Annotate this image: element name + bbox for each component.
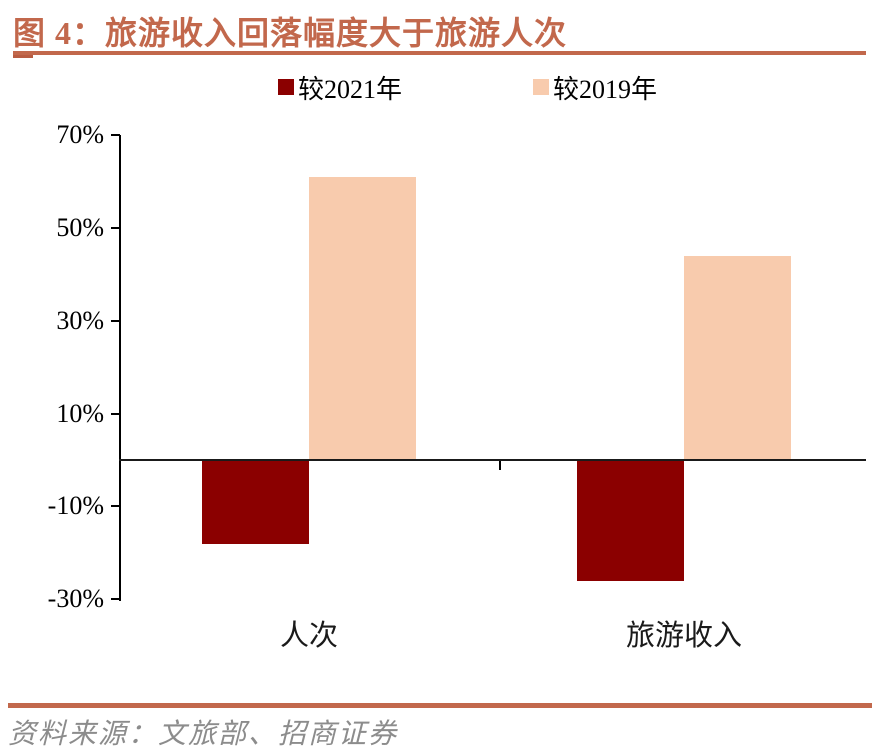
legend-item-vs2021: 较2021年	[278, 72, 402, 104]
legend-swatch-vs2021	[278, 79, 294, 95]
y-axis-tick--10	[111, 505, 120, 508]
bar-series-0-category-0	[202, 460, 309, 544]
legend-label-vs2019: 较2019年	[553, 74, 658, 104]
y-axis-tick-70	[111, 134, 120, 137]
legend-label-vs2021: 较2021年	[298, 74, 403, 104]
x-axis-divider-tick	[499, 461, 501, 470]
y-tick-label--30: -30%	[47, 584, 104, 614]
category-label-trips: 人次	[279, 620, 338, 652]
y-tick-label-10: 10%	[56, 398, 104, 428]
bar-series-1-category-0	[309, 176, 416, 460]
y-axis-tick-10	[111, 412, 120, 415]
y-tick-label-70: 70%	[56, 120, 104, 150]
y-tick-label-30: 30%	[56, 305, 104, 335]
y-tick-label--10: -10%	[47, 491, 104, 521]
title-underline	[13, 51, 866, 58]
legend-swatch-vs2019	[533, 79, 549, 95]
source-divider	[8, 703, 872, 708]
y-axis-line	[119, 135, 121, 601]
figure-title: 图 4：旅游收入回落幅度大于旅游人次	[13, 15, 568, 51]
title-underline-cap	[13, 55, 33, 58]
legend-item-vs2019: 较2019年	[533, 72, 657, 104]
category-label-revenue: 旅游收入	[625, 620, 742, 652]
y-tick-label-50: 50%	[56, 213, 104, 242]
x-axis-line	[119, 459, 866, 461]
y-axis-tick-30	[111, 319, 120, 322]
y-axis-tick--30	[111, 598, 120, 601]
source-text: 资料来源：文旅部、招商证券	[8, 719, 399, 750]
bar-series-1-category-1	[684, 255, 791, 460]
bar-series-0-category-1	[577, 460, 684, 581]
y-axis-tick-50	[111, 227, 120, 229]
